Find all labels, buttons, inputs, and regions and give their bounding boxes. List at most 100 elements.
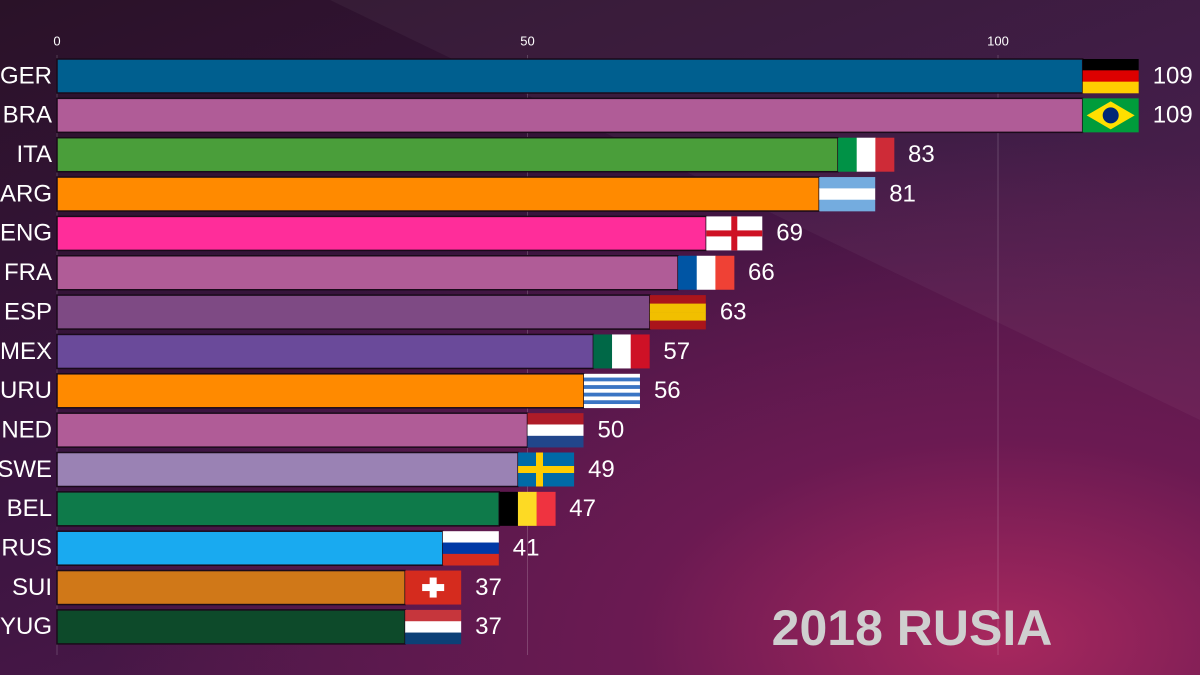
- flag-stripe: [583, 381, 640, 386]
- bar: [56, 294, 651, 330]
- flag-stripe: [612, 334, 632, 369]
- flag-stripe: [593, 334, 613, 369]
- bar: [56, 491, 501, 527]
- value-label: 69: [776, 220, 803, 247]
- flag-stripe: [499, 491, 519, 526]
- flag-stripe: [856, 137, 876, 172]
- bar: [56, 58, 1084, 94]
- flag: [678, 255, 735, 290]
- x-tick-label: 50: [520, 33, 534, 48]
- flag-stripe: [527, 413, 584, 425]
- bar: [56, 609, 406, 645]
- category-label: ENG: [0, 220, 52, 247]
- category-label: ARG: [0, 180, 52, 207]
- flag-stripe: [630, 334, 650, 369]
- value-label: 66: [748, 259, 775, 286]
- value-label: 50: [598, 416, 625, 443]
- flag-stripe: [583, 388, 640, 393]
- bar: [56, 136, 839, 173]
- value-label: 63: [720, 298, 747, 325]
- flag-stripe: [583, 396, 640, 401]
- category-label: NED: [1, 416, 52, 443]
- bar: [56, 412, 529, 448]
- flag-stripe: [405, 621, 462, 633]
- flag-stripe: [583, 392, 640, 397]
- flag: [838, 137, 895, 172]
- category-label: FRA: [4, 259, 52, 286]
- category-label: GER: [0, 62, 52, 89]
- category-label: ITA: [16, 141, 52, 168]
- bar: [56, 333, 595, 370]
- bar: [56, 451, 519, 488]
- value-label: 47: [569, 495, 596, 522]
- bar: [56, 215, 708, 252]
- flag-stripe: [1082, 70, 1139, 82]
- flag-stripe: [583, 400, 640, 405]
- category-label: URU: [0, 377, 52, 404]
- flag-stripe: [819, 177, 876, 189]
- flag-stripe: [536, 491, 556, 526]
- flag: [1082, 59, 1139, 94]
- value-label: 37: [475, 613, 502, 640]
- bar: [56, 255, 679, 291]
- flag-stripe: [649, 320, 706, 330]
- flag-stripe: [442, 553, 499, 566]
- x-tick-label: 100: [987, 33, 1009, 48]
- flag: [593, 334, 650, 369]
- flag: [583, 373, 640, 409]
- flag: [405, 609, 462, 645]
- flag-stripe: [527, 424, 584, 437]
- value-label: 41: [513, 535, 540, 562]
- flag: [518, 452, 575, 487]
- value-label: 57: [663, 338, 690, 365]
- value-label: 37: [475, 574, 502, 601]
- bar: [56, 373, 585, 409]
- flag-stripe: [442, 542, 499, 555]
- flag-stripe: [715, 255, 735, 290]
- flag-stripe: [1082, 59, 1139, 71]
- bar: [56, 176, 820, 212]
- flag-stripe: [819, 199, 876, 212]
- flag-stripe: [649, 303, 706, 313]
- category-label: RUS: [1, 535, 52, 562]
- flag-stripe: [583, 377, 640, 382]
- chart-title: 2018 RUSIA: [772, 600, 1053, 656]
- category-label: YUG: [0, 613, 52, 640]
- flag-stripe: [649, 312, 706, 321]
- flag-stripe: [696, 255, 716, 290]
- flag: [1082, 98, 1139, 133]
- category-label: BEL: [7, 495, 52, 522]
- flag-stripe: [583, 373, 640, 378]
- flag: [706, 216, 763, 251]
- value-label: 109: [1153, 62, 1193, 89]
- flag-stripe: [405, 632, 462, 645]
- flag: [405, 570, 462, 605]
- flag-stripe: [838, 137, 857, 172]
- flag-stripe: [405, 609, 462, 622]
- flag-stripe: [649, 295, 706, 304]
- category-label: ESP: [4, 298, 52, 325]
- value-label: 83: [908, 141, 935, 168]
- x-tick-label: 0: [53, 33, 60, 48]
- category-label: SUI: [12, 574, 52, 601]
- bar: [56, 569, 406, 606]
- flag: [527, 413, 584, 448]
- category-label: BRA: [3, 102, 52, 129]
- flag-stripe: [517, 491, 537, 526]
- flag-cross: [706, 230, 763, 237]
- value-label: 56: [654, 377, 681, 404]
- flag-stripe: [583, 404, 640, 409]
- flag-stripe: [1082, 81, 1139, 94]
- bar: [56, 97, 1084, 134]
- flag: [499, 491, 556, 526]
- value-label: 49: [588, 456, 615, 483]
- value-label: 109: [1153, 102, 1193, 129]
- flag-stripe: [583, 385, 640, 390]
- flag: [649, 295, 706, 330]
- flag-stripe: [678, 255, 698, 290]
- bar: [56, 530, 444, 566]
- category-label: SWE: [0, 456, 52, 483]
- flag: [442, 531, 499, 566]
